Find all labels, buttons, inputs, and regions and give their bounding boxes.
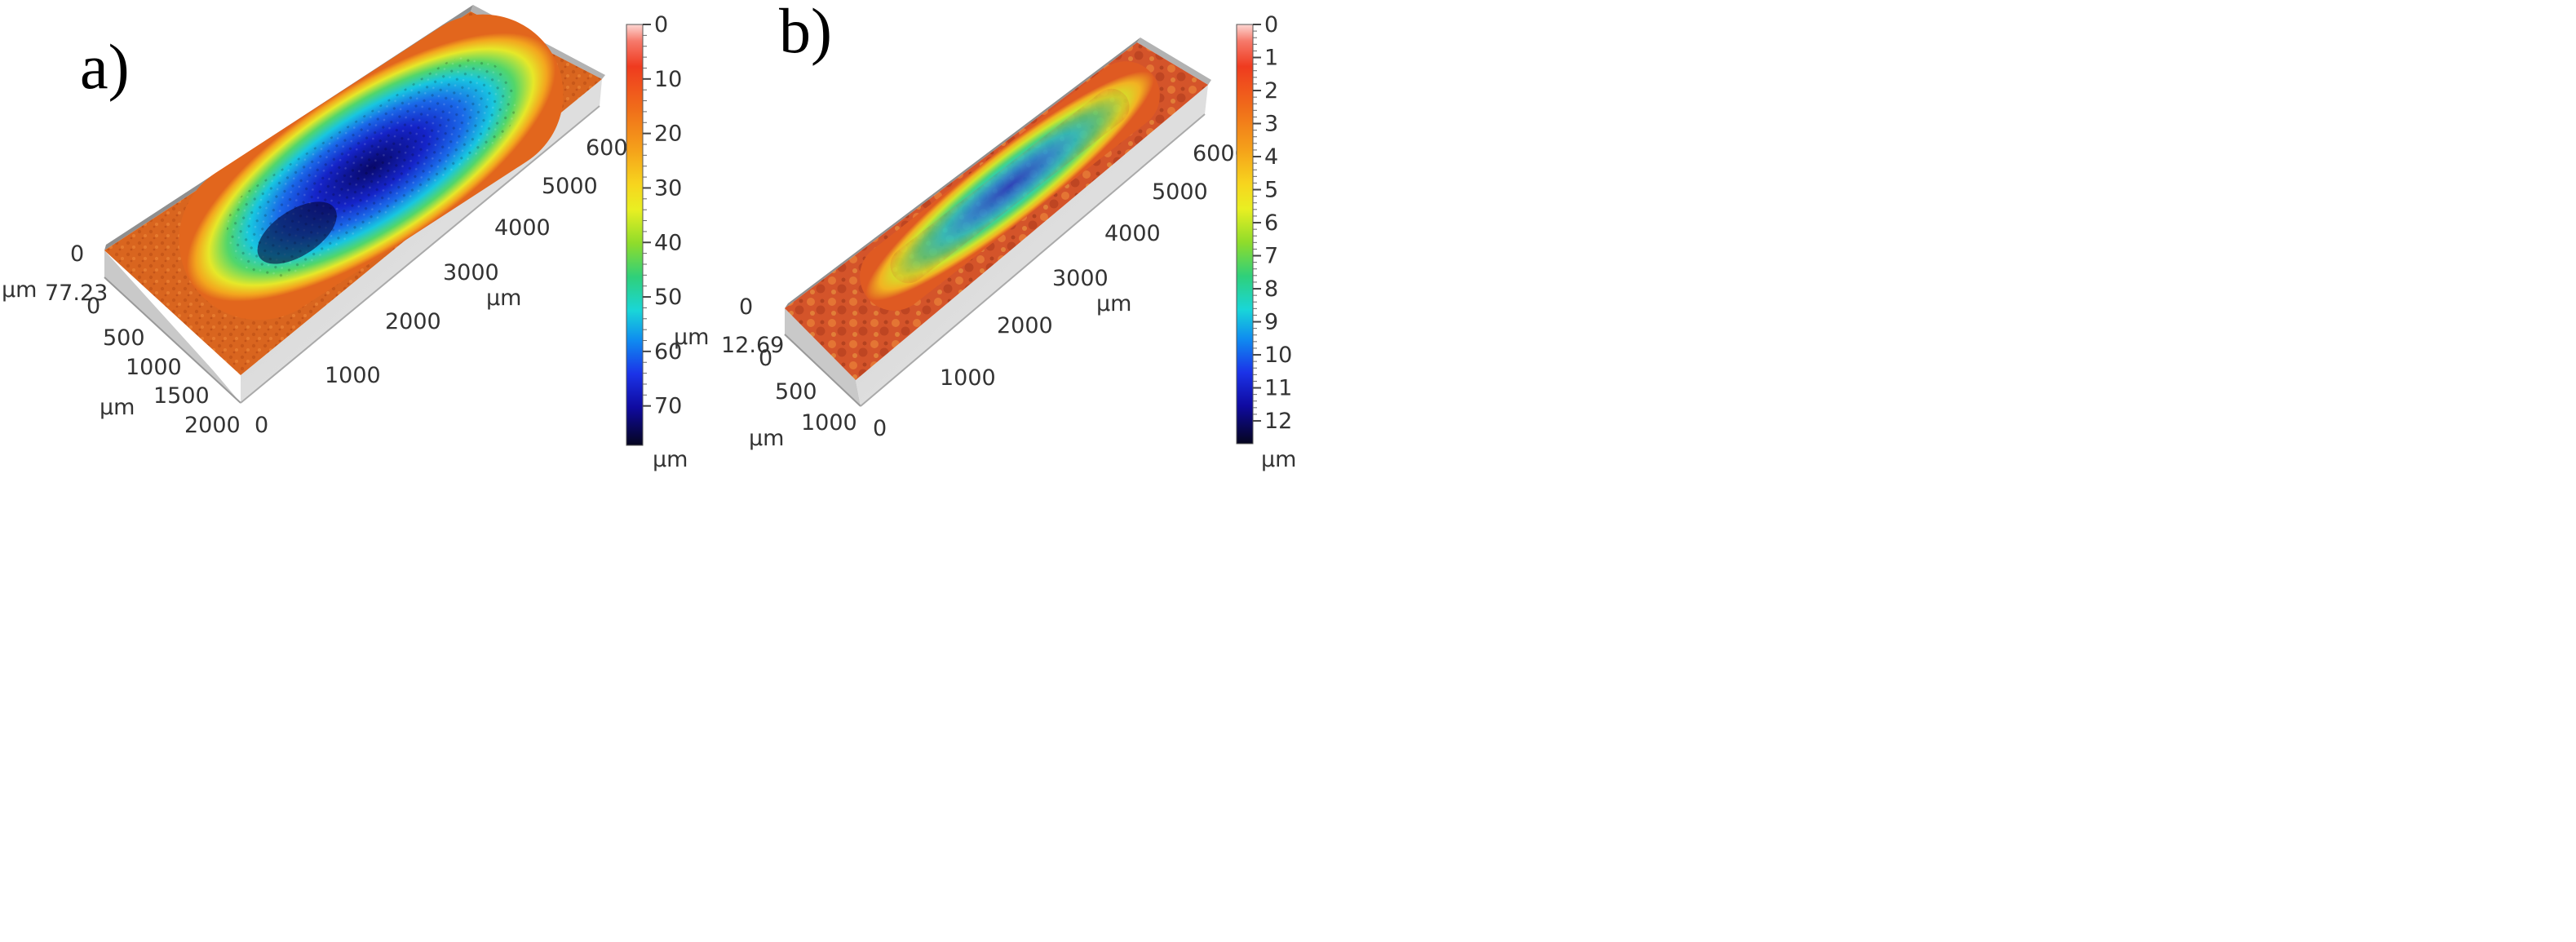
panel-a-colorbar-tick-label: 50 — [654, 285, 682, 310]
panel-b-z-max: 12.69 — [721, 333, 784, 358]
panel-b-x-tick: 2000 — [997, 313, 1053, 338]
panel-b-colorbar-tick-label: 1 — [1264, 46, 1278, 71]
panel-b-colorbar-tick-label: 7 — [1264, 244, 1278, 269]
panel-a-x-tick: 1000 — [325, 363, 381, 388]
panel-a-label: a) — [80, 31, 130, 102]
panel-a-colorbar-tick-label: 40 — [654, 230, 682, 255]
panel-b-colorbar-tick-label: 9 — [1264, 310, 1278, 335]
panel-a-colorbar-tick-label: 30 — [654, 175, 682, 201]
panel-b-colorbar-tick-label: 8 — [1264, 276, 1278, 302]
panel-a-colorbar-tick-label: 70 — [654, 394, 682, 419]
panel-b-x-tick: 0 — [873, 416, 887, 441]
panel-b-colorbar-tick-label: 11 — [1264, 376, 1292, 401]
panel-a-y-axis: 0 500 1000 1500 2000 µm — [86, 276, 241, 438]
panel-a-y-tick: 1500 — [153, 383, 210, 409]
panel-a-colorbar-tick-label: 20 — [654, 122, 682, 147]
panel-a: a) 0 µm 77.23 0 500 1000 1500 2000 µm — [2, 5, 709, 472]
panel-a-x-tick: 0 — [255, 413, 268, 438]
panel-b-y-axis: 0 500 1000 µm — [749, 334, 861, 451]
panel-a-colorbar: 0 10 20 30 40 50 60 70 µm µm — [626, 12, 709, 472]
panel-b-x-tick: 3000 — [1052, 266, 1109, 291]
panel-a-wear-dimple — [179, 14, 564, 321]
panel-b-colorbar-tick-label: 2 — [1264, 78, 1278, 104]
panel-b-colorbar-tick-label: 0 — [1264, 12, 1278, 38]
panel-a-colorbar-tick-label: 10 — [654, 67, 682, 92]
panel-a-x-tick: 4000 — [494, 215, 551, 241]
panel-a-colorbar-unit-bottom: µm — [653, 447, 688, 472]
panel-b-colorbar-unit-bottom: µm — [1261, 447, 1296, 472]
panel-b-colorbar-tick-label: 5 — [1264, 178, 1278, 203]
panel-b-colorbar-gradient — [1236, 24, 1254, 444]
panel-a-x-tick: 5000 — [542, 174, 598, 199]
panel-a-z-zero: 0 — [70, 241, 84, 267]
panel-a-colorbar-tick-label: 60 — [654, 339, 682, 365]
panel-a-z-max: 77.23 — [45, 281, 108, 306]
panel-a-x-axis: 0 1000 2000 3000 4000 5000 6000 µm — [240, 105, 642, 438]
panel-b-y-tick: 0 — [759, 346, 772, 371]
panel-b-y-unit: µm — [749, 426, 784, 451]
panel-b-x-tick: 5000 — [1152, 179, 1208, 205]
panel-b-colorbar-tick-label: 4 — [1264, 144, 1278, 170]
panel-a-box-left-side — [104, 250, 241, 403]
panel-a-x-unit: µm — [486, 285, 521, 311]
panel-b-y-tick: 1000 — [801, 410, 857, 436]
panel-a-y-tick: 1000 — [126, 355, 182, 380]
panel-b-box-back-edge — [785, 38, 1140, 308]
panel-a-colorbar-gradient — [626, 24, 644, 446]
panel-b-x-tick: 1000 — [940, 365, 996, 391]
panel-a-x-tick: 2000 — [385, 309, 441, 334]
panel-b-x-tick: 4000 — [1104, 221, 1161, 246]
panel-b-z-zero: 0 — [739, 294, 753, 320]
panel-a-y-unit: µm — [100, 395, 135, 420]
panel-b-colorbar-tick-label: 10 — [1264, 343, 1292, 368]
panel-a-colorbar-unit-side: µm — [674, 325, 709, 350]
panel-b-y-tick: 500 — [775, 379, 817, 405]
panel-a-x-tick: 3000 — [443, 260, 499, 285]
panel-b-colorbar-tick-label: 3 — [1264, 112, 1278, 137]
panel-a-y-tick: 500 — [103, 325, 145, 351]
panel-b: b) 0 12.69 0 500 1000 µm 0 1000 2000 — [721, 0, 1296, 472]
panel-b-colorbar-tick-label: 6 — [1264, 210, 1278, 236]
panel-a-y-tick: 0 — [86, 294, 100, 319]
panel-a-colorbar-tick-label: 0 — [654, 12, 668, 38]
panel-b-wear-groove — [860, 61, 1160, 311]
panel-b-box-left-side — [785, 308, 861, 406]
panel-b-x-axis: 0 1000 2000 3000 4000 5000 6000 µm — [860, 113, 1249, 441]
panel-b-x-unit: µm — [1096, 291, 1131, 316]
panel-b-colorbar-tick-label: 12 — [1264, 409, 1292, 434]
panel-a-y-tick: 2000 — [184, 413, 241, 438]
panel-b-box-front-side — [856, 85, 1208, 406]
panel-b-label: b) — [779, 0, 832, 66]
panel-a-z-unit: µm — [2, 277, 37, 303]
